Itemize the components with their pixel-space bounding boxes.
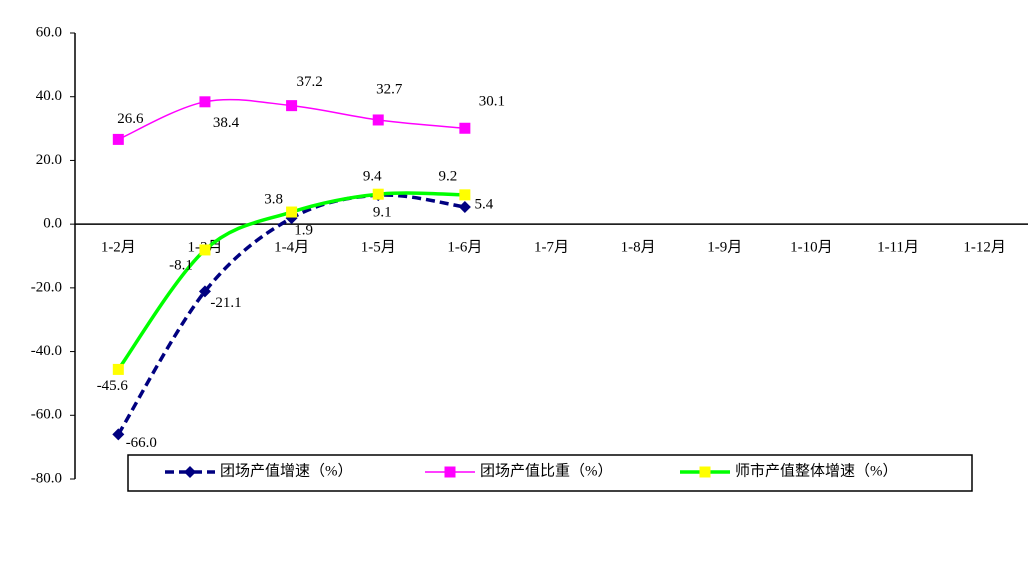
legend-label: 团场产值增速（%） <box>220 462 353 479</box>
x-tick-label: 1-12月 <box>963 240 1006 256</box>
data-label: -8.1 <box>169 257 193 273</box>
x-tick-label: 1-4月 <box>274 240 309 256</box>
data-label: 3.8 <box>264 191 283 207</box>
y-tick-label: 60.0 <box>36 24 62 40</box>
data-point <box>112 133 124 145</box>
data-label: 37.2 <box>296 74 322 90</box>
data-point <box>286 206 298 218</box>
x-tick-label: 1-8月 <box>621 240 656 256</box>
data-label: 32.7 <box>376 81 403 97</box>
y-tick-label: -40.0 <box>31 343 62 359</box>
data-label: 9.2 <box>438 168 457 184</box>
y-tick-label: 40.0 <box>36 88 62 104</box>
data-point <box>112 363 124 375</box>
data-label: -21.1 <box>210 295 241 311</box>
data-label: 9.4 <box>363 169 382 185</box>
data-label: 30.1 <box>479 94 505 110</box>
x-tick-label: 1-7月 <box>534 240 569 256</box>
legend-label: 团场产值比重（%） <box>480 462 613 479</box>
data-point <box>459 189 471 201</box>
y-tick-label: -20.0 <box>31 279 62 295</box>
legend-label: 师市产值整体增速（%） <box>735 462 898 479</box>
data-point <box>372 188 384 200</box>
legend-box <box>127 454 973 492</box>
data-label: 9.1 <box>373 205 392 221</box>
x-tick-label: 1-11月 <box>877 240 919 256</box>
y-tick-label: -60.0 <box>31 407 62 423</box>
data-point <box>372 114 384 126</box>
data-point <box>286 100 298 112</box>
x-tick-label: 1-9月 <box>707 240 742 256</box>
data-point <box>112 428 125 441</box>
data-point <box>198 285 211 298</box>
x-tick-label: 1-10月 <box>790 240 833 256</box>
data-label: 38.4 <box>213 115 240 131</box>
x-tick-label: 1-2月 <box>101 240 136 256</box>
y-tick-label: -80.0 <box>31 470 62 486</box>
y-tick-label: 20.0 <box>36 152 62 168</box>
legend-marker <box>444 466 456 478</box>
data-label: -45.6 <box>97 378 129 394</box>
data-point <box>458 200 471 213</box>
data-point <box>459 122 471 134</box>
data-point <box>199 96 211 108</box>
x-tick-label: 1-5月 <box>361 240 396 256</box>
data-label: 1.9 <box>294 223 313 239</box>
data-label: 5.4 <box>474 196 493 212</box>
series-line <box>116 193 466 436</box>
data-label: -66.0 <box>126 435 157 451</box>
legend-marker <box>184 466 196 478</box>
data-label: 26.6 <box>117 111 144 127</box>
x-tick-label: 1-6月 <box>447 240 482 256</box>
legend-marker <box>699 466 711 478</box>
data-point <box>199 244 211 256</box>
y-tick-label: 0.0 <box>43 216 62 232</box>
